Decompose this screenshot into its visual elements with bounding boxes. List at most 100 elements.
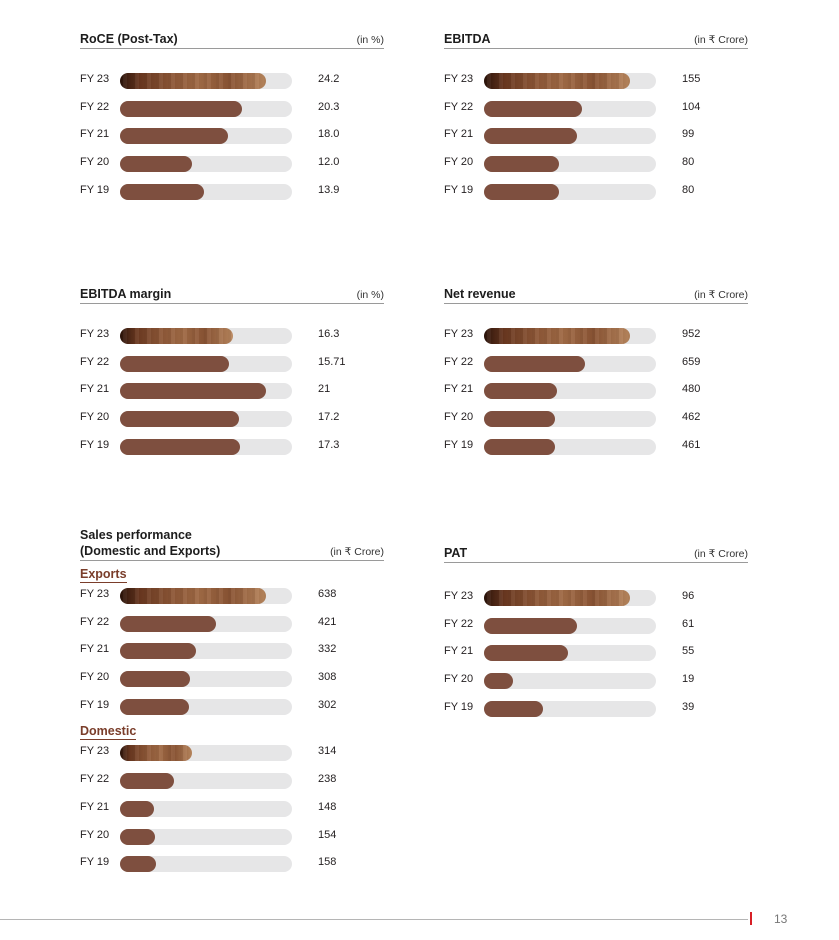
- bar-category-label: FY 23: [80, 73, 110, 85]
- bar-list: FY 23 155 FY 22 104 FY 21 99 FY 20 80 FY 19 80: [444, 68, 748, 206]
- domestic-subheading: Domestic: [80, 724, 137, 741]
- bar-row: FY 19 302: [80, 694, 384, 722]
- chart-title-line-1: Sales performance: [80, 528, 192, 542]
- bar-row: FY 20 80: [444, 151, 748, 179]
- roce-chart: RoCE (Post-Tax) (in %) FY 23 24.2 FY 22 20.…: [80, 31, 384, 206]
- bar: [120, 411, 240, 428]
- chart-title: Sales performance (Domestic and Exports): [80, 527, 384, 560]
- bar-category-label: FY 19: [80, 698, 110, 711]
- bar-track: [484, 328, 656, 344]
- bar-value-label: 148: [318, 800, 337, 813]
- bar-track: [120, 156, 292, 173]
- sales-performance-chart: Sales performance (Domestic and Exports)…: [80, 527, 384, 879]
- bar-track: [484, 411, 656, 428]
- bar-track: [484, 383, 656, 400]
- bar-category-label: FY 22: [444, 100, 474, 113]
- bar-track: [484, 73, 656, 89]
- chart-title: RoCE (Post-Tax): [80, 32, 178, 46]
- bar: [120, 856, 157, 873]
- bar-category-label: FY 21: [444, 128, 474, 141]
- bar-row: FY 23 155: [444, 68, 748, 96]
- bar: [484, 183, 560, 200]
- bar-row: FY 20 462: [444, 406, 748, 434]
- chart-header: RoCE (Post-Tax) (in %): [80, 31, 384, 49]
- bar: [120, 383, 266, 400]
- bar-row: FY 22 15.71: [80, 351, 384, 379]
- ebitda-margin-chart: EBITDA margin (in %) FY 23 16.3 FY 22 15.71…: [80, 286, 384, 461]
- bar-track: [484, 673, 656, 690]
- bar-row: FY 22 238: [80, 768, 384, 796]
- bar-track: [484, 128, 656, 145]
- bar-row: FY 23 24.2: [80, 68, 384, 96]
- bar-row: FY 19 461: [444, 434, 748, 462]
- bar-category-label: FY 22: [80, 615, 110, 628]
- bar: [484, 128, 577, 145]
- bar-track: [120, 411, 292, 428]
- bar: [120, 615, 217, 632]
- bar-category-label: FY 21: [80, 800, 110, 813]
- bar-value-label: 238: [318, 773, 337, 786]
- bar-value-label: 461: [682, 438, 701, 451]
- bar-value-label: 61: [682, 617, 695, 630]
- bar-value-label: 158: [318, 856, 337, 869]
- bar-category-label: FY 22: [80, 100, 110, 113]
- bar-row: FY 21 55: [444, 640, 748, 668]
- chart-title: EBITDA: [444, 32, 491, 46]
- bar: [120, 100, 243, 117]
- bar: [484, 156, 560, 173]
- bar-value-label: 314: [318, 745, 337, 758]
- bar-value-label: 12.0: [318, 156, 340, 169]
- chart-unit: (in ₹ Crore): [694, 289, 748, 301]
- bar-category-label: FY 20: [80, 411, 110, 424]
- bar-category-label: FY 21: [80, 643, 110, 656]
- bar-value-label: 154: [318, 828, 337, 841]
- bar-category-label: FY 22: [444, 355, 474, 368]
- bar-row: FY 22 61: [444, 613, 748, 641]
- bar-row: FY 19 13.9: [80, 179, 384, 207]
- bar-category-label: FY 19: [444, 438, 474, 451]
- bar-track: [120, 643, 292, 660]
- bar-row: FY 21 21: [80, 378, 384, 406]
- bar-row: FY 21 99: [444, 123, 748, 151]
- bar: [484, 700, 544, 717]
- bar-category-label: FY 19: [80, 183, 110, 196]
- bar-track: [120, 856, 292, 873]
- bar-track: [120, 698, 292, 715]
- bar-track: [120, 588, 292, 604]
- bar: [120, 328, 233, 344]
- bar-value-label: 302: [318, 698, 337, 711]
- bar-row: FY 23 314: [80, 740, 384, 768]
- bar-value-label: 20.3: [318, 100, 340, 113]
- bar-row: FY 19 39: [444, 696, 748, 724]
- bar: [120, 745, 192, 762]
- bar-track: [484, 645, 656, 662]
- bar-value-label: 80: [682, 183, 695, 196]
- chart-header: Sales performance (Domestic and Exports)…: [80, 527, 384, 561]
- bar-value-label: 952: [682, 328, 701, 340]
- bar: [484, 383, 558, 400]
- bar: [484, 673, 513, 690]
- bar-list: FY 23 24.2 FY 22 20.3 FY 21 18.0 FY 20 12.0 FY 1…: [80, 68, 384, 206]
- bar-track: [484, 590, 656, 606]
- bar-track: [484, 700, 656, 717]
- chart-title-line-2: (Domestic and Exports): [80, 544, 221, 558]
- bar: [484, 355, 585, 372]
- bar: [484, 328, 630, 344]
- bar-value-label: 39: [682, 700, 695, 713]
- bar-list: FY 23 16.3 FY 22 15.71 FY 21 21 FY 20 17.2 FY 19…: [80, 323, 384, 461]
- bar-value-label: 17.2: [318, 411, 340, 424]
- bar-track: [484, 617, 656, 634]
- bar: [120, 671, 191, 688]
- bar-track: [120, 355, 292, 372]
- bar: [120, 800, 154, 817]
- bar-value-label: 462: [682, 411, 701, 424]
- bar-row: FY 21 332: [80, 638, 384, 666]
- bar-row: FY 23 952: [444, 323, 748, 351]
- bar-category-label: FY 20: [80, 828, 110, 841]
- chart-title: EBITDA margin: [80, 287, 172, 301]
- bar-row: FY 22 659: [444, 351, 748, 379]
- bar-category-label: FY 19: [80, 438, 110, 451]
- chart-unit: (in %): [356, 34, 384, 46]
- bar-category-label: FY 23: [80, 745, 110, 758]
- net-revenue-chart: Net revenue (in ₹ Crore) FY 23 952 FY 22 65…: [444, 286, 748, 461]
